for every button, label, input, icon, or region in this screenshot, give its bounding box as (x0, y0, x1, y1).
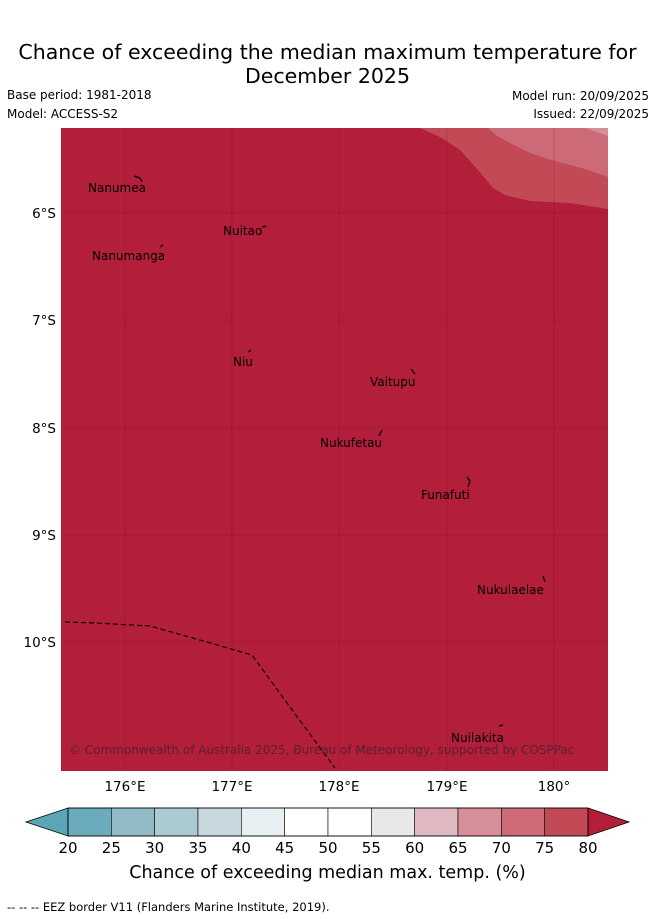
colorbar-under-arrow (24, 807, 69, 837)
colorbar-tick-40: 40 (232, 839, 251, 857)
colorbar-segment-25-30 (111, 807, 155, 837)
lon-label-177e: 177°E (211, 779, 252, 795)
colorbar: 20 25 30 35 40 45 50 55 60 65 70 75 80 (24, 807, 631, 857)
island-shapes (133, 175, 546, 727)
colorbar-tick-55: 55 (362, 839, 381, 857)
island-label-vaitupu: Vaitupu (370, 375, 416, 389)
colorbar-outline (67, 807, 589, 837)
colorbar-tick-60: 60 (405, 839, 424, 857)
footnote: -- -- -- EEZ border V11 (Flanders Marine… (7, 900, 330, 914)
map-area (61, 128, 608, 771)
island-funafuti-shape (466, 476, 471, 488)
lon-label-176e: 176°E (104, 779, 145, 795)
island-label-funafuti: Funafuti (421, 488, 470, 502)
colorbar-title: Chance of exceeding median max. temp. (%… (129, 863, 526, 883)
copyright-notice: © Commonwealth of Australia 2025, Bureau… (69, 743, 574, 757)
island-label-nukufetau: Nukufetau (320, 436, 382, 450)
island-nukufetau-shape (378, 429, 383, 437)
island-label-nuitao: Nuitao (223, 224, 262, 238)
colorbar-segment-55-60 (371, 807, 415, 837)
colorbar-tick-labels: 20 25 30 35 40 45 50 55 60 65 70 75 80 (58, 839, 597, 857)
island-nuitao-shape (261, 225, 267, 228)
island-nukulaelae-shape (542, 575, 546, 583)
island-niu-shape (247, 349, 252, 353)
colorbar-tick-75: 75 (535, 839, 554, 857)
colorbar-segment-50-55 (327, 807, 372, 837)
colorbar-tick-35: 35 (188, 839, 207, 857)
colorbar-tick-30: 30 (145, 839, 164, 857)
island-label-nukulaelae: Nukulaelae (477, 583, 544, 597)
colorbar-segment-65-70 (457, 807, 502, 837)
colorbar-tick-45: 45 (275, 839, 294, 857)
lon-label-180: 180° (538, 779, 571, 795)
title-line-1: Chance of exceeding the median maximum t… (18, 40, 637, 64)
colorbar-tick-65: 65 (448, 839, 467, 857)
base-period: Base period: 1981-2018 (7, 88, 152, 102)
colorbar-tick-20: 20 (58, 839, 77, 857)
island-vaitupu-shape (410, 368, 416, 375)
lat-label-8s: 8°S (32, 421, 56, 437)
lat-label-10s: 10°S (24, 635, 57, 651)
island-label-nanumanga: Nanumanga (92, 249, 165, 263)
lat-label-6s: 6°S (32, 206, 56, 222)
colorbar-segment-40-45 (241, 807, 285, 837)
colorbar-segment-75-80 (544, 807, 589, 837)
lat-label-9s: 9°S (32, 528, 56, 544)
island-nuilakita-shape (498, 724, 504, 727)
colorbar-segment-60-65 (414, 807, 459, 837)
colorbar-tick-80: 80 (578, 839, 597, 857)
colorbar-segments (67, 807, 589, 837)
colorbar-segment-45-50 (284, 807, 329, 837)
colorbar-tick-70: 70 (492, 839, 511, 857)
lon-label-178e: 178°E (318, 779, 359, 795)
colorbar-segment-35-40 (197, 807, 242, 837)
island-label-nuilakita: Nuilakita (451, 731, 504, 745)
issued-date: Issued: 22/09/2025 (533, 107, 649, 121)
model-run: Model run: 20/09/2025 (511, 89, 649, 103)
page-title: Chance of exceeding the median maximum t… (0, 40, 655, 88)
colorbar-over-arrow (587, 807, 631, 837)
band-65-70 (585, 128, 608, 136)
island-nanumea-shape (133, 175, 143, 183)
title-line-2: December 2025 (245, 64, 410, 88)
island-label-nanumea: Nanumea (88, 181, 146, 195)
island-label-niu: Niu (233, 355, 253, 369)
model-name: Model: ACCESS-S2 (7, 107, 119, 121)
lon-label-179e: 179°E (426, 779, 467, 795)
eez-border (64, 621, 336, 769)
colorbar-tick-50: 50 (318, 839, 337, 857)
colorbar-segment-20-25 (67, 807, 112, 837)
colorbar-segment-30-35 (154, 807, 199, 837)
colorbar-tick-25: 25 (102, 839, 121, 857)
band-70-75 (488, 128, 608, 177)
island-nanumanga-shape (159, 244, 164, 248)
lat-label-7s: 7°S (32, 313, 56, 329)
colorbar-segment-70-75 (501, 807, 545, 837)
